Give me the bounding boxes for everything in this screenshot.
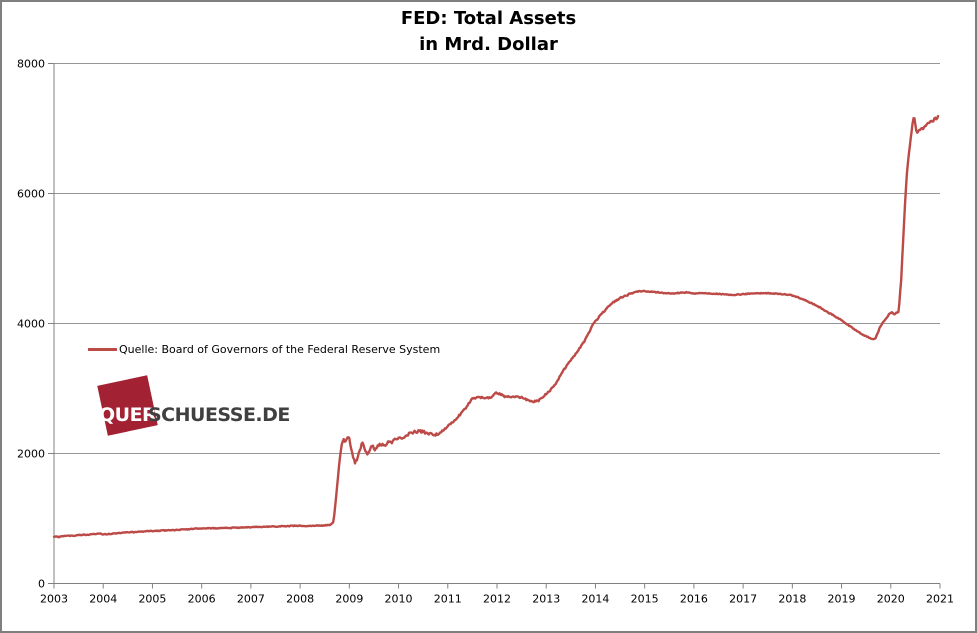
x-axis-label: 2020 xyxy=(877,593,905,606)
x-axis-label: 2009 xyxy=(335,593,363,606)
y-axis-label: 0 xyxy=(38,578,45,591)
x-axis-label: 2017 xyxy=(729,593,757,606)
x-axis-label: 2005 xyxy=(138,593,166,606)
chart-legend: Quelle: Board of Governors of the Federa… xyxy=(88,342,440,356)
y-axis-label: 4000 xyxy=(17,318,45,331)
x-axis-label: 2003 xyxy=(40,593,68,606)
x-axis-label: 2008 xyxy=(286,593,314,606)
x-axis-label: 2006 xyxy=(188,593,216,606)
chart-title: FED: Total Assets in Mrd. Dollar xyxy=(2,6,975,58)
x-axis-label: 2010 xyxy=(385,593,413,606)
logo-text-quer: QUER xyxy=(99,404,157,426)
x-axis-label: 2012 xyxy=(483,593,511,606)
querschuesse-watermark-logo: QUER SCHUESSE.DE xyxy=(95,375,305,443)
x-axis-label: 2015 xyxy=(631,593,659,606)
y-axis-label: 2000 xyxy=(17,448,45,461)
x-axis-label: 2019 xyxy=(828,593,856,606)
legend-line-swatch xyxy=(88,347,117,351)
x-axis-label: 2018 xyxy=(778,593,806,606)
x-axis-label: 2021 xyxy=(926,593,954,606)
x-axis-label: 2013 xyxy=(532,593,560,606)
x-axis-label: 2007 xyxy=(237,593,265,606)
legend-label: Quelle: Board of Governors of the Federa… xyxy=(119,342,441,356)
y-axis-label: 8000 xyxy=(17,58,45,71)
logo-text-schuesse: SCHUESSE.DE xyxy=(148,404,290,426)
chart-title-line2: in Mrd. Dollar xyxy=(419,34,558,55)
chart-title-line1: FED: Total Assets xyxy=(400,8,577,29)
y-axis-label: 6000 xyxy=(17,188,45,201)
x-axis-label: 2014 xyxy=(581,593,609,606)
x-axis-label: 2016 xyxy=(680,593,708,606)
x-axis-label: 2004 xyxy=(89,593,117,606)
x-axis-label: 2011 xyxy=(434,593,462,606)
series-line-fed-total-assets xyxy=(52,114,940,539)
